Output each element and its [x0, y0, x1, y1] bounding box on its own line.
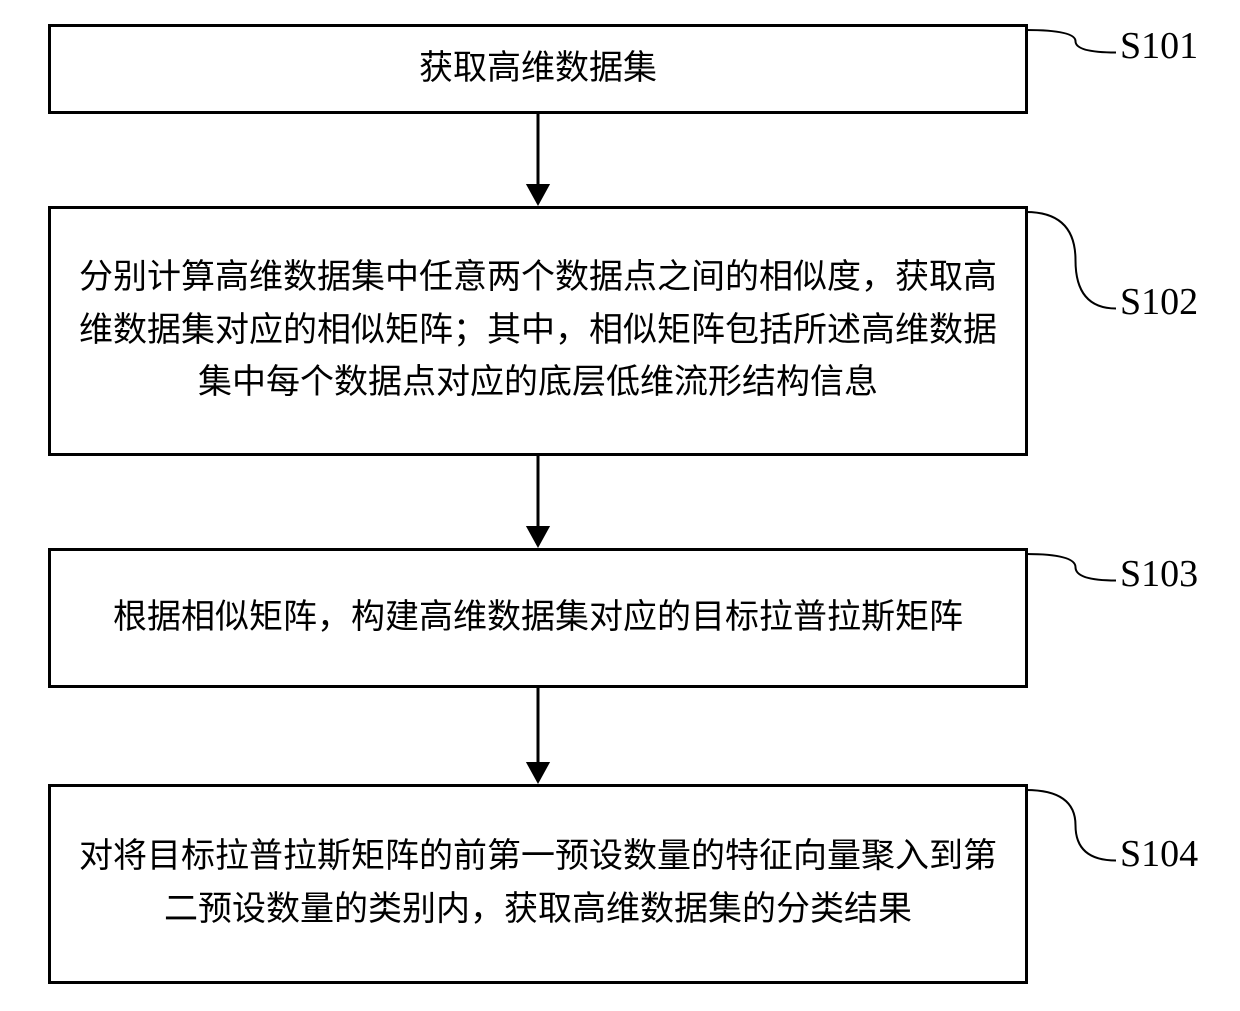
step-label-s104: S104: [1120, 832, 1198, 876]
label-connector: [1026, 544, 1124, 611]
label-connector: [1026, 20, 1124, 83]
flow-step-s101: 获取高维数据集: [48, 24, 1028, 114]
arrow-down-2: [508, 456, 568, 548]
step-label-s102: S102: [1120, 280, 1198, 324]
step-text: 分别计算高维数据集中任意两个数据点之间的相似度，获取高维数据集对应的相似矩阵；其…: [79, 252, 997, 410]
step-label-s103: S103: [1120, 552, 1198, 596]
label-connector: [1026, 780, 1124, 891]
label-connector: [1026, 202, 1124, 339]
step-text: 获取高维数据集: [419, 43, 657, 96]
flow-step-s103: 根据相似矩阵，构建高维数据集对应的目标拉普拉斯矩阵: [48, 548, 1028, 688]
arrow-down-3: [508, 688, 568, 784]
step-label-s101: S101: [1120, 24, 1198, 68]
flow-step-s102: 分别计算高维数据集中任意两个数据点之间的相似度，获取高维数据集对应的相似矩阵；其…: [48, 206, 1028, 456]
flow-step-s104: 对将目标拉普拉斯矩阵的前第一预设数量的特征向量聚入到第二预设数量的类别内，获取高…: [48, 784, 1028, 984]
arrow-down-1: [508, 114, 568, 206]
step-text: 对将目标拉普拉斯矩阵的前第一预设数量的特征向量聚入到第二预设数量的类别内，获取高…: [79, 831, 997, 936]
step-text: 根据相似矩阵，构建高维数据集对应的目标拉普拉斯矩阵: [113, 592, 963, 645]
